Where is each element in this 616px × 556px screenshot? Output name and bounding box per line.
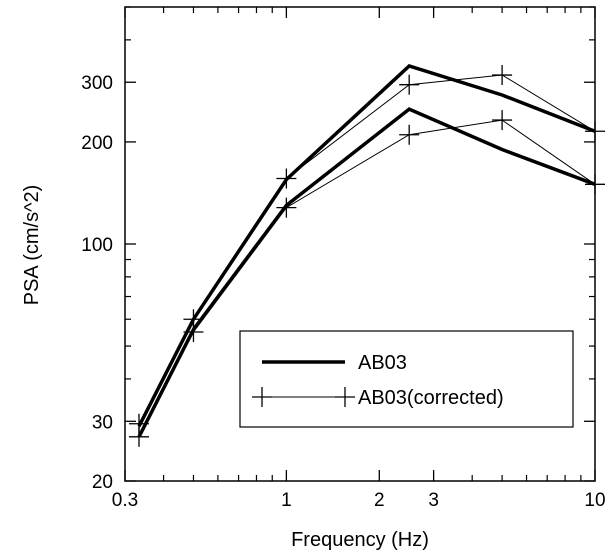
legend-box — [239, 330, 574, 428]
y-tick-label: 300 — [81, 73, 113, 94]
cross-marker — [585, 174, 605, 195]
cross-marker — [399, 124, 420, 145]
cross-marker — [492, 110, 513, 131]
legend-label-ab03: AB03 — [358, 352, 407, 374]
x-tick-label: 10 — [584, 490, 605, 511]
legend: AB03 AB03(corrected) — [239, 330, 574, 428]
y-tick-label: 20 — [92, 472, 113, 493]
cross-marker — [128, 426, 149, 447]
x-tick-label: 2 — [374, 490, 385, 511]
cross-marker — [276, 168, 297, 189]
cross-marker — [492, 65, 513, 86]
series-line-ab03-corrected — [138, 119, 596, 438]
y-tick-label: 200 — [81, 133, 113, 154]
x-tick-label: 0.3 — [112, 490, 138, 511]
y-axis-title: PSA (cm/s^2) — [21, 185, 43, 306]
x-tick-label: 3 — [428, 490, 439, 511]
series-2 — [128, 65, 605, 434]
x-tick-label: 1 — [281, 490, 292, 511]
cross-marker — [276, 197, 297, 218]
cross-marker — [585, 121, 605, 142]
cross-marker — [399, 74, 420, 95]
series-1 — [137, 107, 596, 438]
x-axis-title: Frequency (Hz) — [291, 529, 429, 551]
legend-marker-ab03-corrected-1 — [252, 387, 272, 407]
series-line-ab03 — [137, 107, 596, 438]
series-3 — [128, 110, 605, 447]
series-line-ab03-corrected — [138, 74, 596, 425]
series-layer — [128, 64, 605, 447]
legend-label-ab03-corrected: AB03(corrected) — [358, 387, 504, 409]
axis-ticks: 0.3 1 2 3 10 20 30 100 200 300 — [81, 6, 606, 511]
cross-marker — [183, 322, 204, 343]
y-tick-label: 100 — [81, 235, 113, 256]
legend-marker-ab03-corrected-2 — [335, 387, 355, 407]
y-tick-label: 30 — [92, 412, 113, 433]
